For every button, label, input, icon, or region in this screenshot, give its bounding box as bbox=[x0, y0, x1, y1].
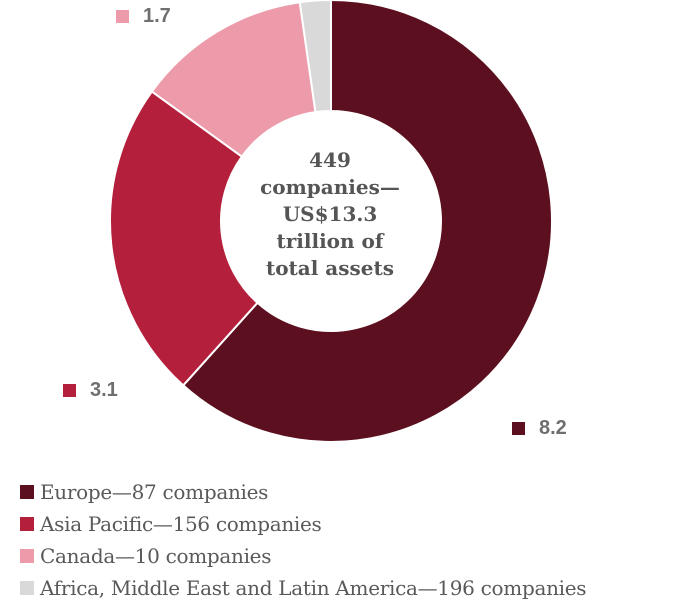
legend-swatch bbox=[20, 517, 34, 531]
data-label-text: 1.7 bbox=[143, 4, 171, 27]
legend: Europe—87 companies Asia Pacific—156 com… bbox=[20, 476, 670, 604]
data-label-europe: 8.2 bbox=[512, 416, 567, 440]
legend-label: Europe—87 companies bbox=[40, 480, 269, 504]
data-label-swatch bbox=[63, 383, 76, 397]
legend-swatch bbox=[20, 485, 34, 499]
legend-swatch bbox=[20, 549, 34, 563]
data-label-canada: 1.7 bbox=[116, 4, 171, 28]
legend-label: Africa, Middle East and Latin America—19… bbox=[40, 576, 587, 600]
center-label-line: US$13.3 bbox=[282, 202, 378, 226]
legend-item: Canada—10 companies bbox=[20, 540, 670, 572]
center-label: 449 companies— US$13.3 trillion of total… bbox=[255, 147, 405, 282]
data-label-text: 8.2 bbox=[539, 416, 567, 439]
data-label-text: 3.1 bbox=[90, 378, 118, 401]
data-label-asia-pacific: 3.1 bbox=[63, 378, 118, 402]
center-label-line: companies— bbox=[260, 175, 400, 199]
center-label-line: total assets bbox=[265, 256, 395, 280]
legend-item: Europe—87 companies bbox=[20, 476, 670, 508]
data-label-swatch bbox=[512, 421, 525, 435]
legend-item: Asia Pacific—156 companies bbox=[20, 508, 670, 540]
legend-label: Asia Pacific—156 companies bbox=[40, 512, 322, 536]
center-label-line: trillion of bbox=[276, 229, 384, 253]
legend-item: Africa, Middle East and Latin America—19… bbox=[20, 572, 670, 604]
donut-slice-asia-pacific bbox=[109, 90, 259, 387]
donut-slice-africa-me-latam bbox=[298, 0, 332, 114]
donut-slice-europe bbox=[181, 0, 553, 443]
data-label-swatch bbox=[116, 9, 129, 23]
legend-swatch bbox=[20, 581, 34, 595]
center-label-line: 449 bbox=[309, 148, 351, 172]
legend-label: Canada—10 companies bbox=[40, 544, 272, 568]
